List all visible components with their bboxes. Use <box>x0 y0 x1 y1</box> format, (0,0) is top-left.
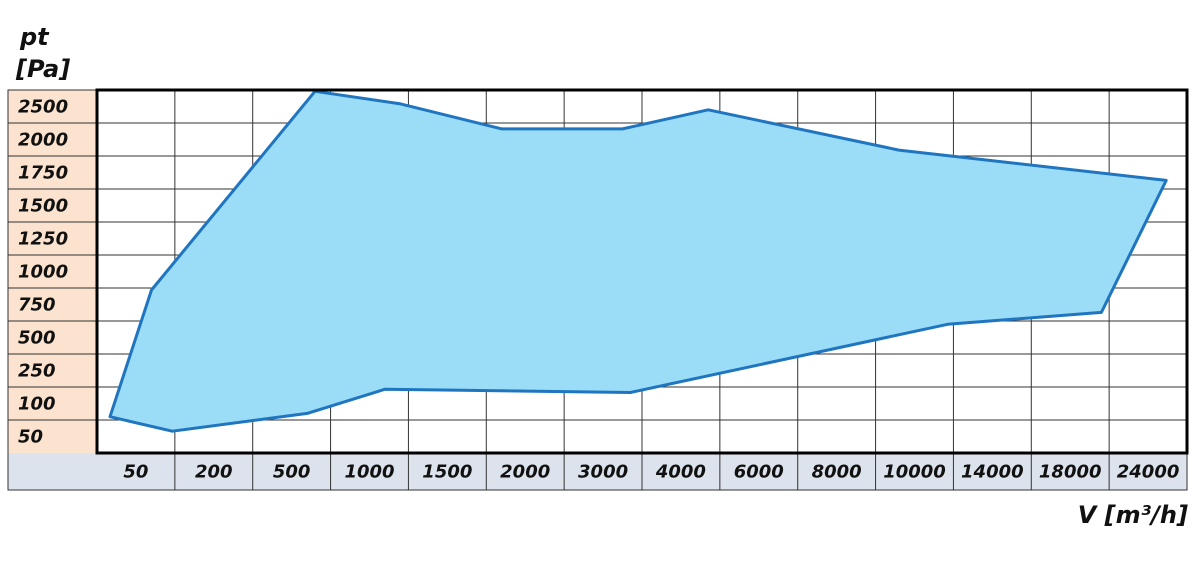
x-label-row <box>8 453 1187 490</box>
x-tick-label: 1000 <box>344 462 394 483</box>
x-tick-label: 50 <box>123 462 148 483</box>
y-tick-label: 1750 <box>18 163 68 184</box>
x-tick-label: 6000 <box>734 462 784 483</box>
y-tick-label: 1000 <box>18 262 68 283</box>
y-tick-label: 1500 <box>18 196 68 217</box>
y-tick-label: 750 <box>18 295 56 316</box>
x-tick-label: 4000 <box>655 462 706 483</box>
x-axis-title: V [m³/h] <box>1078 501 1188 529</box>
x-tick-label: 500 <box>273 462 311 483</box>
x-tick-label: 200 <box>195 462 233 483</box>
y-tick-label: 2000 <box>18 130 68 151</box>
y-tick-label: 100 <box>18 394 56 415</box>
x-tick-label: 2000 <box>500 462 550 483</box>
y-tick-label: 500 <box>18 328 56 349</box>
y-tick-label: 50 <box>18 427 43 448</box>
x-tick-label: 14000 <box>961 462 1024 483</box>
y-tick-label: 250 <box>18 361 56 382</box>
x-tick-label: 24000 <box>1117 462 1180 483</box>
y-axis-title: pt <box>19 23 50 51</box>
plot <box>108 89 1168 433</box>
y-label-column <box>8 90 97 453</box>
y-tick-label: 2500 <box>18 97 68 118</box>
x-tick-label: 3000 <box>578 462 628 483</box>
plot-frame <box>95 88 1189 455</box>
x-tick-label: 18000 <box>1039 462 1102 483</box>
y-axis-title: [Pa] <box>15 55 70 83</box>
x-tick-label: 1500 <box>422 462 472 483</box>
y-tick-label: 1250 <box>18 229 68 250</box>
x-tick-label: 8000 <box>812 462 862 483</box>
x-tick-label: 10000 <box>883 462 946 483</box>
envelope-area <box>108 89 1168 433</box>
